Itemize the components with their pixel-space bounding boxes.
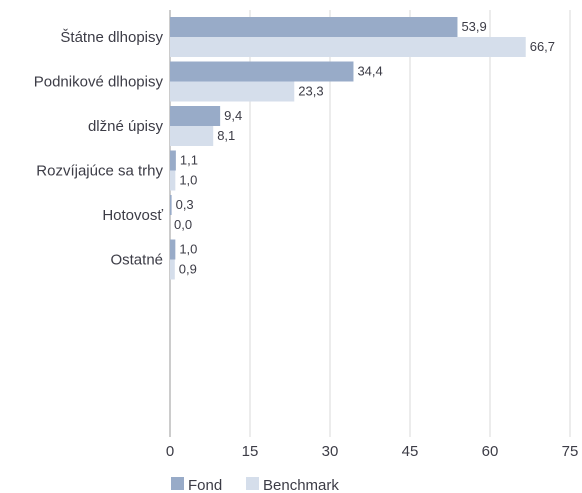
category-label: Podnikové dlhopisy (34, 74, 164, 91)
bar-benchmark (170, 259, 175, 280)
data-label: 0,3 (176, 197, 194, 212)
data-label: 0,0 (174, 217, 192, 232)
bar-fond (170, 61, 354, 82)
x-tick-labels: 0 15 30 45 60 75 (166, 443, 579, 460)
x-tick-label: 60 (482, 443, 499, 460)
data-label: 8,1 (217, 128, 235, 143)
category-label: Hotovosť (102, 207, 163, 224)
data-label: 23,3 (298, 84, 323, 99)
bar-fond (170, 195, 172, 215)
data-label: 0,9 (179, 262, 197, 277)
x-tick-label: 45 (402, 443, 419, 460)
x-tick-label: 30 (322, 443, 339, 460)
data-label: 1,0 (179, 173, 197, 188)
legend-swatch-fond (171, 477, 184, 490)
bar-fond (170, 150, 176, 171)
data-label: 1,0 (179, 242, 197, 257)
bar-benchmark (170, 81, 295, 102)
legend-label-fond: Fond (188, 477, 222, 493)
category-label: Ostatné (110, 252, 163, 269)
bar-fond (170, 239, 176, 260)
x-tick-label: 75 (562, 443, 579, 460)
x-tick-label: 0 (166, 443, 174, 460)
category-labels: Štátne dlhopisy Podnikové dlhopisy dlžné ú… (34, 29, 164, 269)
bar-fond (170, 17, 458, 37)
category-label: dlžné úpisy (88, 118, 164, 135)
bar-fond (170, 106, 221, 126)
bar-benchmark (170, 170, 176, 191)
data-label: 66,7 (530, 39, 555, 54)
legend-swatch-benchmark (246, 477, 259, 490)
data-label: 53,9 (461, 19, 486, 34)
bar-benchmark (170, 126, 214, 146)
category-label: Rozvíjajúce sa trhy (36, 163, 163, 180)
legend: Fond Benchmark (171, 477, 339, 493)
data-label: 9,4 (224, 108, 242, 123)
data-label: 1,1 (180, 153, 198, 168)
data-label: 34,4 (357, 64, 382, 79)
bars: 53,9 66,7 34,4 23,3 9,4 8,1 1,1 1,0 0,3 0,0 1,0 0,9 (170, 17, 555, 280)
legend-label-benchmark: Benchmark (263, 477, 339, 493)
bar-benchmark (170, 37, 526, 57)
x-tick-label: 15 (242, 443, 259, 460)
category-label: Štátne dlhopisy (60, 29, 163, 46)
